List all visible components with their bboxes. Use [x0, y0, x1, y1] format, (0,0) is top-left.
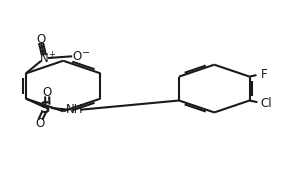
Text: O: O: [36, 33, 46, 46]
Text: NH: NH: [66, 103, 84, 116]
Text: +: +: [48, 50, 55, 59]
Text: N: N: [40, 52, 48, 65]
Text: Cl: Cl: [260, 96, 272, 110]
Text: O: O: [73, 50, 82, 63]
Text: S: S: [40, 100, 51, 116]
Text: −: −: [82, 48, 90, 58]
Text: O: O: [43, 86, 52, 99]
Text: F: F: [261, 68, 267, 80]
Text: O: O: [36, 117, 45, 130]
